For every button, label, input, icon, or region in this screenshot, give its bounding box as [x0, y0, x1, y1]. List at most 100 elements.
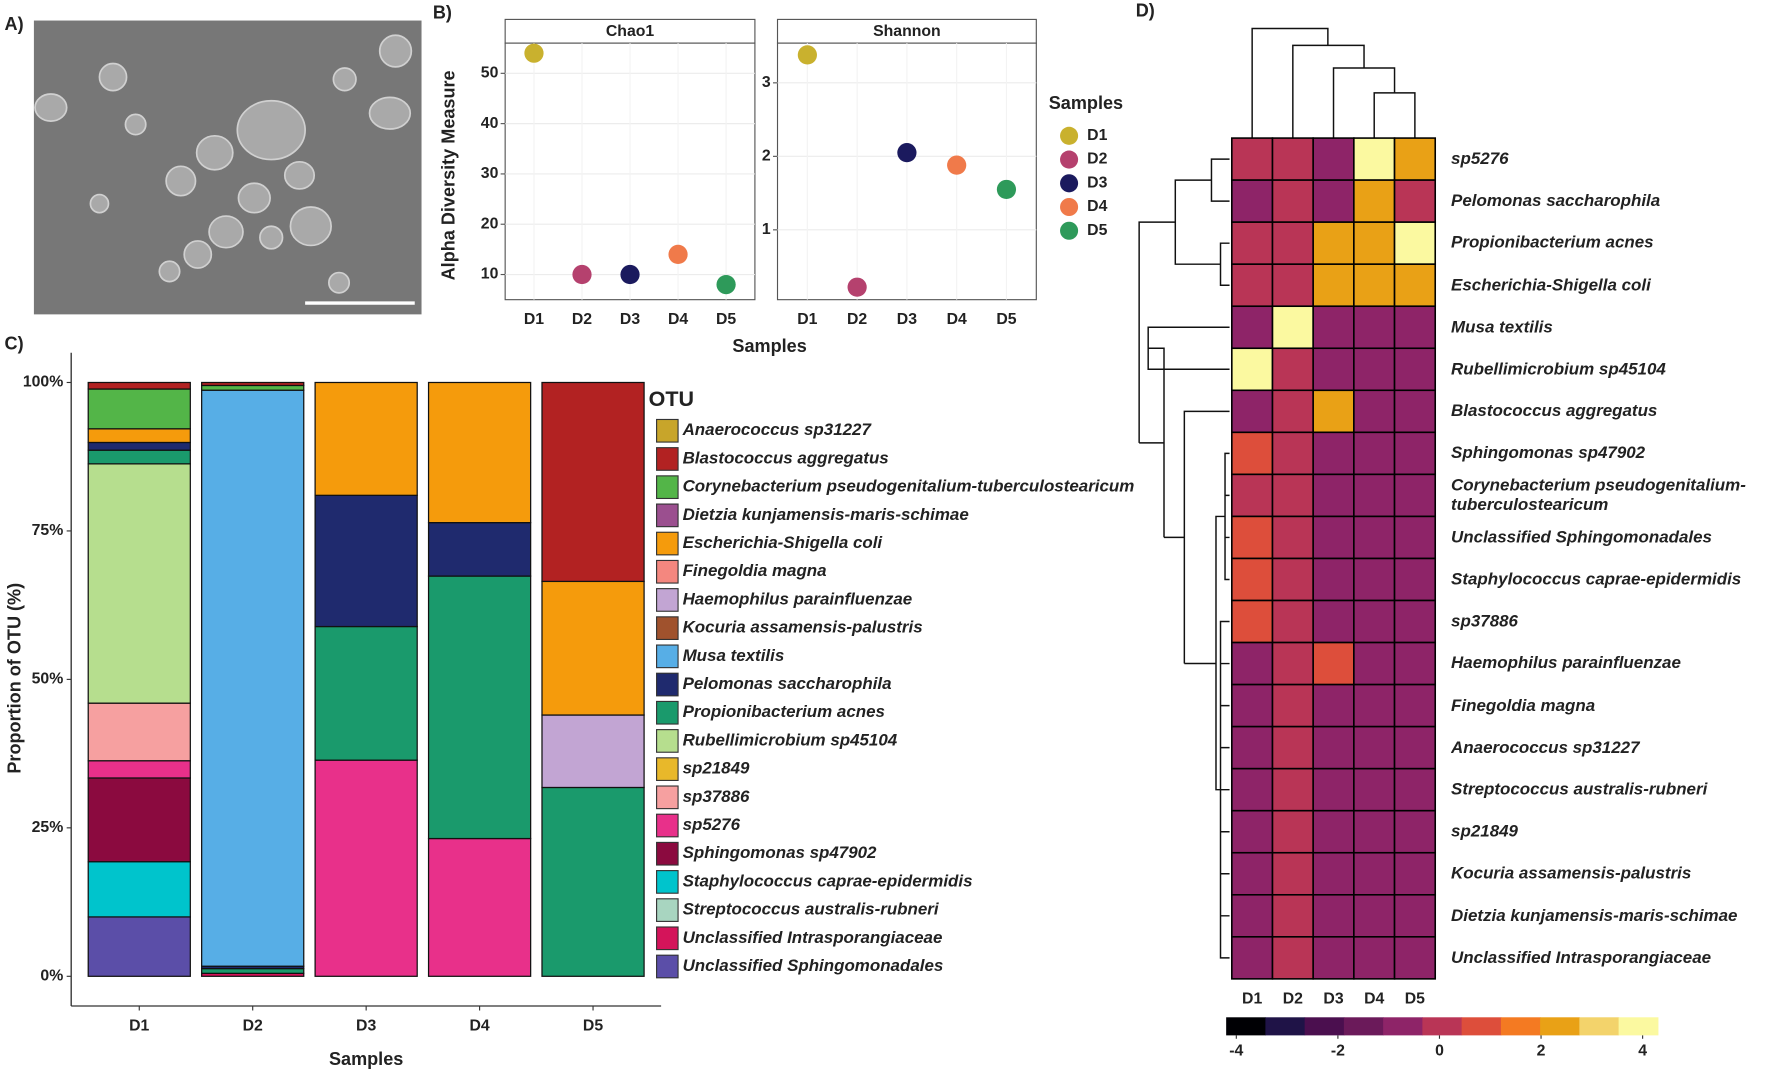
row-label: Dietzia kunjamensis-maris-schimae	[1451, 906, 1738, 926]
heatmap-cell	[1231, 599, 1274, 644]
row-label-box: Staphylococcus caprae-epidermidis	[1451, 570, 1741, 589]
legend-swatch	[656, 447, 679, 471]
heatmap-cell	[1231, 683, 1274, 728]
legend-label: Propionibacterium acnes	[683, 702, 885, 721]
heatmap-cell	[1231, 389, 1274, 434]
heatmap-cell	[1271, 305, 1314, 350]
colorbar-swatch	[1304, 1017, 1345, 1036]
legend-swatch	[656, 588, 679, 612]
heatmap-cell	[1353, 221, 1396, 265]
legend-label: Finegoldia magna	[683, 561, 827, 580]
row-label-box: Escherichia-Shigella coli	[1451, 275, 1651, 294]
colorbar-swatch	[1461, 1017, 1502, 1036]
bar-segment	[87, 449, 191, 465]
heatmap-cell	[1231, 137, 1274, 181]
y-tick-label: 2	[762, 148, 771, 165]
row-label-box: Streptococcus australis-rubneri	[1451, 780, 1707, 799]
legend-label: Haemophilus parainfluenzae	[683, 589, 913, 608]
heatmap-cell	[1271, 347, 1314, 392]
row-label: Finegoldia magna	[1451, 695, 1596, 716]
y-axis-title: Proportion of OTU (%)	[5, 583, 25, 774]
colorbar-tick-label: -4	[1229, 1042, 1243, 1059]
x-tick-label: D5	[996, 311, 1016, 328]
heatmap-cell	[1393, 683, 1437, 728]
heatmap-cell	[1312, 431, 1355, 476]
legend-label: Kocuria assamensis-palustris	[683, 618, 923, 637]
row-label-box: sp21849	[1451, 821, 1518, 842]
heatmap-cell	[1312, 725, 1355, 770]
facet-title: Shannon	[873, 23, 941, 40]
legend-label: D3	[1087, 174, 1107, 191]
heatmap-cell	[1271, 725, 1314, 770]
row-label: sp21849	[1451, 821, 1518, 842]
heatmap-cell	[1393, 725, 1437, 770]
heatmap-cell	[1393, 473, 1437, 518]
heatmap-cell	[1231, 557, 1274, 602]
bar-segment	[87, 381, 191, 390]
heatmap-cell	[1231, 725, 1274, 770]
bar-segment	[87, 861, 191, 918]
heatmap-cell	[1231, 515, 1274, 560]
point	[996, 179, 1017, 200]
colorbar-swatch	[1579, 1017, 1620, 1036]
heatmap-cell	[1353, 809, 1396, 854]
row-label: Blastococcus aggregatus	[1451, 401, 1658, 421]
dendrogram-branch	[1251, 27, 1416, 139]
row-label: Anaerococcus sp31227	[1451, 737, 1640, 758]
x-tick-label: D2	[572, 311, 592, 328]
row-label-box: Unclassified Intrasporangiaceae	[1451, 948, 1711, 967]
colorbar-swatch	[1540, 1017, 1580, 1036]
row-label-box: Pelomonas saccharophila	[1451, 191, 1660, 210]
legend-title: OTU	[649, 387, 694, 411]
x-tick-label: D1	[524, 311, 544, 328]
legend-label: Unclassified Sphingomonadales	[683, 956, 944, 975]
legend-swatch	[656, 531, 679, 556]
legend-label: Dietzia kunjamensis-maris-schimae	[683, 505, 969, 524]
heatmap-cell	[1353, 641, 1396, 686]
micrograph	[33, 20, 422, 315]
heatmap-cell	[1231, 473, 1274, 518]
heatmap-cell	[1312, 851, 1355, 896]
heatmap-cell	[1271, 767, 1314, 812]
heatmap-cell	[1353, 599, 1396, 644]
panel-label: B)	[433, 3, 452, 23]
bar-segment	[541, 580, 645, 716]
colorbar-swatch	[1618, 1017, 1659, 1036]
heatmap-cell	[1393, 557, 1437, 602]
x-tick-label: D5	[583, 1018, 603, 1035]
legend-swatch	[656, 616, 679, 641]
panel-label: D)	[1136, 0, 1155, 20]
legend-label: D1	[1087, 127, 1107, 144]
column-dendrogram	[1251, 27, 1416, 139]
bar-segment	[87, 702, 191, 762]
heatmap-cell	[1312, 641, 1355, 686]
y-tick-label: 50%	[32, 671, 64, 688]
colorbar-swatch	[1343, 1017, 1384, 1036]
point	[716, 274, 736, 295]
legend-label: Staphylococcus caprae-epidermidis	[683, 871, 973, 890]
heatmap-cell	[1393, 347, 1437, 392]
legend-swatch	[656, 813, 679, 838]
bar-segment	[427, 837, 532, 977]
legend-swatch	[656, 841, 679, 866]
colorbar-swatch	[1500, 1017, 1541, 1036]
row-label: sp37886	[1451, 611, 1518, 631]
legend-label: Pelomonas saccharophila	[683, 674, 892, 693]
heatmap-cell	[1271, 473, 1314, 518]
row-label: Propionibacterium acnes	[1451, 233, 1654, 253]
legend-swatch	[656, 926, 679, 951]
heatmap-cell	[1353, 305, 1396, 350]
colorbar-swatch	[1265, 1017, 1306, 1036]
legend-label: D4	[1087, 198, 1107, 215]
y-tick-label: 3	[762, 74, 771, 91]
bar-segment	[427, 522, 532, 577]
heatmap-cell	[1393, 515, 1437, 560]
x-tick-label: D5	[716, 311, 736, 328]
bar-segment	[87, 463, 191, 704]
legend-label: D2	[1087, 151, 1107, 168]
heatmap-cell	[1353, 851, 1396, 896]
point	[847, 277, 867, 297]
y-tick-label: 75%	[32, 522, 64, 539]
heatmap-cell	[1231, 767, 1274, 812]
